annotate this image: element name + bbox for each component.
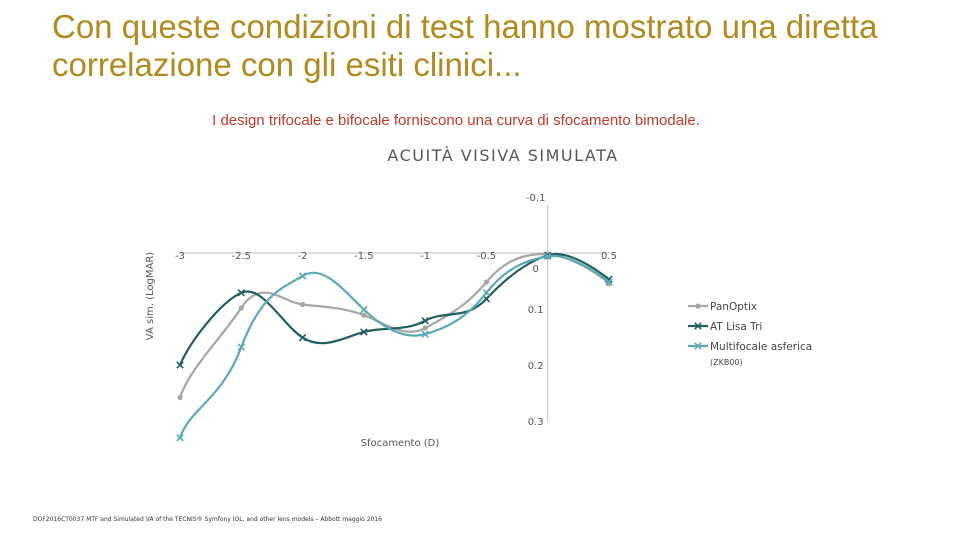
x-tick-label: -0.5 [477,251,497,262]
data-point [237,288,246,297]
data-point [421,330,429,338]
y-tick-label: 0.1 [528,305,544,316]
legend-entry: AT Lisa Tri [688,321,762,333]
series-panoptix [177,251,612,401]
data-point [237,343,246,351]
data-point [483,279,490,285]
x-tick-label: -2.5 [232,251,252,262]
series-line [178,252,610,366]
series-line [178,253,610,398]
data-point [299,301,306,308]
x-tick-label: -3 [175,251,185,262]
data-point [176,434,184,442]
x-tick-label: -2 [298,251,308,262]
y-tick-label: 0.2 [528,361,544,372]
data-point [695,303,701,309]
chart-legend: PanOptix AT Lisa Tri Multifocale asferica (… [688,301,812,367]
series-line [178,254,610,439]
data-point [694,322,702,330]
data-point [360,305,368,314]
slide-subtitle: I design trifocale e bifocale forniscono… [212,112,700,129]
legend-note: (ZKB00) [710,358,743,367]
legend-entry: PanOptix [688,301,757,313]
y-axis-label: VA sim. (LogMAR) [145,252,156,340]
data-point [422,325,428,331]
data-point [298,272,307,280]
legend-label: AT Lisa Tri [710,321,762,333]
data-point [238,305,244,311]
data-point [360,328,368,336]
y-tick-label: 0.3 [528,417,544,428]
data-point [421,316,429,325]
data-point [694,342,702,350]
footer-reference: DOF2016CT0037 MTF and Simulated VA of th… [33,516,382,523]
chart-series [176,251,613,442]
data-point [361,312,367,318]
legend-label: PanOptix [710,301,757,313]
data-point [298,333,307,342]
y-tick-label: -0.1 [526,193,546,204]
x-tick-label: -1 [420,251,430,262]
y-tick-label: 0 [533,264,539,275]
legend-entry: Multifocale asferica (ZKB00) [688,341,812,367]
data-point [177,394,183,401]
series-multifocale-asferica [176,252,613,442]
legend-label: Multifocale asferica [710,341,812,353]
data-point [605,278,613,286]
chart-axes: -3-2.5-2-1.5-1-0.500.5-0.100.10.20.3Sfoc… [145,193,617,449]
x-tick-label: -1.5 [354,251,374,262]
slide-title: Con queste condizioni di test hanno most… [52,8,878,83]
data-point [176,361,184,369]
chart-title: ACUITÀ VISIVA SIMULATA [387,146,619,165]
x-tick-label: 0.5 [601,251,617,262]
x-axis-label: Sfocamento (D) [361,438,440,449]
data-point [543,252,552,261]
data-point [482,288,491,297]
